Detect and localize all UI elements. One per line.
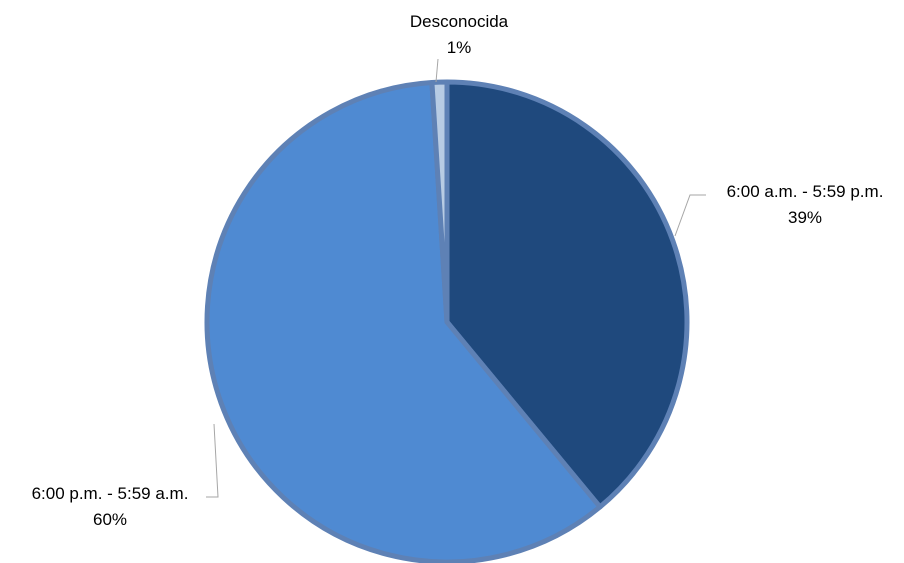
leader-day bbox=[674, 194, 706, 237]
label-day-percent: 39% bbox=[788, 208, 822, 227]
leader-unknown bbox=[435, 58, 439, 83]
slice-unknown bbox=[429, 79, 450, 325]
slice-night bbox=[204, 79, 603, 563]
leader-night bbox=[206, 423, 219, 498]
label-unknown-name: Desconocida bbox=[410, 12, 509, 31]
label-night-percent: 60% bbox=[93, 510, 127, 529]
leader-lines bbox=[206, 58, 706, 498]
label-night-name: 6:00 p.m. - 5:59 a.m. bbox=[32, 484, 189, 503]
label-day-name: 6:00 a.m. - 5:59 p.m. bbox=[727, 182, 884, 201]
label-unknown-percent: 1% bbox=[447, 38, 472, 57]
pie-slices bbox=[204, 79, 690, 563]
slice-day bbox=[444, 79, 690, 510]
